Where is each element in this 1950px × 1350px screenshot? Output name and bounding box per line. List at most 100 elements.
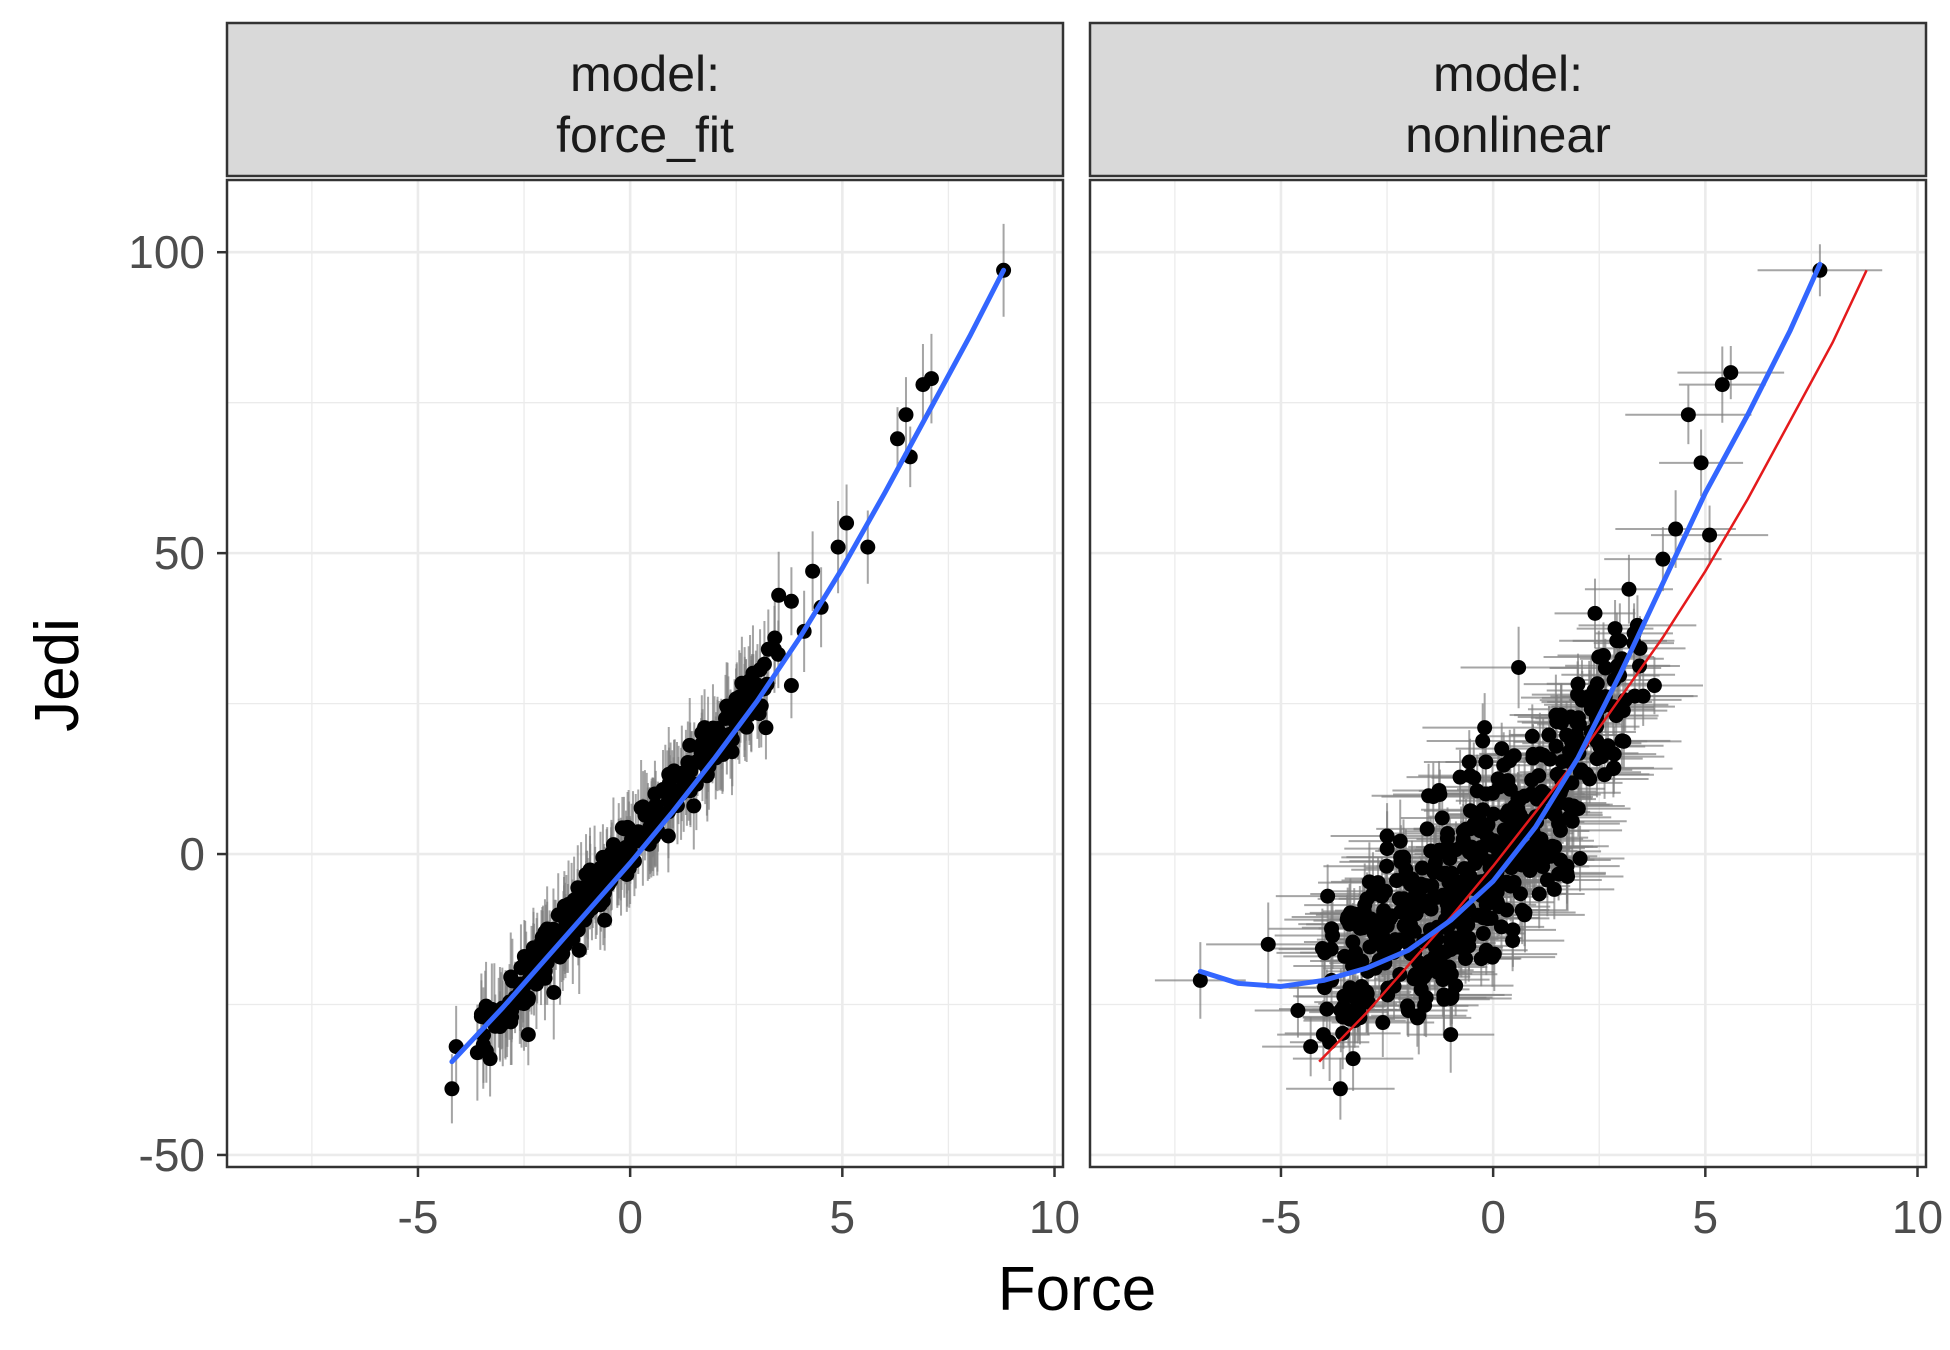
y-tick-label: 50 <box>154 527 205 579</box>
data-point <box>1529 833 1545 849</box>
smooth-line <box>449 267 1007 1065</box>
data-point <box>535 941 551 957</box>
data-point <box>1469 783 1485 799</box>
data-point <box>742 672 758 688</box>
data-point <box>1423 901 1439 917</box>
data-point <box>1437 865 1453 881</box>
data-point <box>469 1045 485 1061</box>
data-point <box>1332 1081 1348 1097</box>
data-point <box>571 942 587 958</box>
data-point <box>1541 727 1557 743</box>
data-point <box>1607 621 1623 637</box>
data-point <box>1361 874 1377 890</box>
data-point <box>724 744 740 760</box>
data-point <box>1484 785 1500 801</box>
panel-force-fit: model: force_fit <box>225 21 1065 1169</box>
y-axis-title: Jedi <box>23 618 92 732</box>
fit-lines <box>449 267 1007 1065</box>
data-point <box>1564 813 1580 829</box>
data-point <box>1395 853 1411 869</box>
data-point <box>1609 633 1625 649</box>
data-point <box>1379 858 1395 874</box>
data-point <box>1389 873 1405 889</box>
data-point <box>597 912 613 928</box>
x-tick-label: -5 <box>1261 1191 1302 1243</box>
data-point <box>1549 714 1565 730</box>
data-point <box>1511 659 1527 675</box>
data-point <box>1443 990 1459 1006</box>
data-point <box>1413 981 1429 997</box>
strip-label-line2: nonlinear <box>1405 107 1611 163</box>
reference-line <box>1318 269 1868 1063</box>
data-point <box>1616 733 1632 749</box>
strip-background <box>1088 21 1928 178</box>
data-point <box>1489 894 1505 910</box>
data-point <box>1498 807 1514 823</box>
data-point <box>860 539 876 555</box>
x-axis-left: -5 0 5 10 <box>398 1167 1080 1243</box>
data-point <box>898 407 914 423</box>
data-point <box>1477 720 1493 736</box>
x-tick-label: 0 <box>617 1191 643 1243</box>
data-point <box>1570 676 1586 692</box>
data-point <box>660 828 676 844</box>
plot-background <box>227 180 1063 1167</box>
data-point <box>1421 788 1437 804</box>
data-point <box>1655 551 1671 567</box>
plot-border <box>1088 178 1928 1169</box>
data-point <box>686 798 702 814</box>
data-point <box>1374 888 1390 904</box>
y-tick-label: 100 <box>128 226 205 278</box>
data-point <box>1562 744 1578 760</box>
data-point <box>1460 868 1476 884</box>
data-point <box>1589 751 1605 767</box>
data-point <box>1592 739 1608 755</box>
data-point <box>539 921 555 937</box>
data-point <box>1517 850 1533 866</box>
data-point <box>1360 994 1376 1010</box>
data-point <box>1379 841 1395 857</box>
data-point <box>499 1009 515 1025</box>
data-point <box>1500 773 1516 789</box>
data-point <box>1392 833 1408 849</box>
data-point <box>1315 1027 1331 1043</box>
data-point <box>1565 798 1581 814</box>
data-point <box>1386 978 1402 994</box>
data-point <box>1342 980 1358 996</box>
y-axis: -50 0 50 100 <box>128 226 227 1181</box>
data-point <box>1290 1003 1306 1019</box>
data-point <box>444 1081 460 1097</box>
x-tick-label: 10 <box>1892 1191 1943 1243</box>
data-point <box>1544 838 1560 854</box>
data-point <box>1354 978 1370 994</box>
data-point <box>1345 1051 1361 1067</box>
data-point <box>1419 821 1435 837</box>
data-point <box>1391 891 1407 907</box>
data-point <box>1723 365 1739 381</box>
data-point <box>758 720 774 736</box>
data-point <box>1572 764 1588 780</box>
grid-lines <box>1090 180 1926 1167</box>
data-point <box>1317 945 1333 961</box>
data-point <box>520 1027 536 1043</box>
data-point <box>756 656 772 672</box>
data-point <box>582 874 598 890</box>
data-point <box>1355 920 1371 936</box>
data-point <box>1414 860 1430 876</box>
x-tick-label: 5 <box>830 1191 856 1243</box>
data-point <box>771 587 787 603</box>
data-point <box>1546 881 1562 897</box>
data-point <box>1483 910 1499 926</box>
data-point <box>1260 936 1276 952</box>
data-point <box>482 1051 498 1067</box>
data-point <box>1427 855 1443 871</box>
data-point <box>1475 926 1491 942</box>
data-point <box>1505 933 1521 949</box>
data-point <box>1320 888 1336 904</box>
data-point <box>524 948 540 964</box>
data-point <box>783 678 799 694</box>
data-point <box>1362 939 1378 955</box>
data-point <box>737 696 753 712</box>
data-point <box>830 539 846 555</box>
data-point <box>1597 660 1613 676</box>
